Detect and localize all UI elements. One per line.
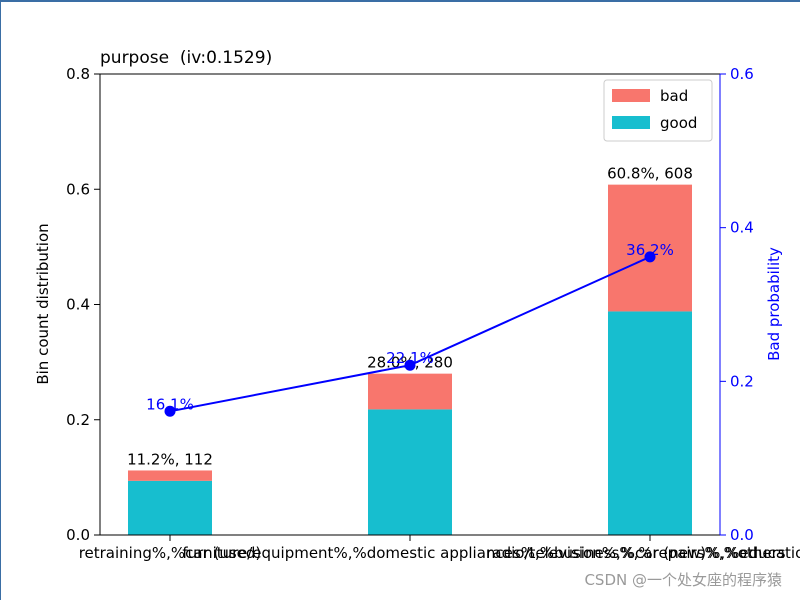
legend-bad-label: bad: [660, 87, 688, 105]
bar-good-1: [368, 409, 452, 535]
bar-good-2: [608, 311, 692, 535]
bar-bad-2: [608, 184, 692, 312]
bad-probability-label-0: 16.1%: [146, 395, 194, 413]
y-tick-label-4: 0.8: [66, 65, 90, 83]
line-layer: 16.1% 22.1% 36.2%: [146, 241, 674, 417]
bad-probability-label-2: 36.2%: [626, 241, 674, 259]
window-top-border: [0, 0, 800, 2]
legend-good-swatch: [612, 116, 650, 129]
axes-layer: 0.0 0.2 0.4 0.6 0.8 0.0 0.2 0.4 0.6 retraining%,%…: [66, 65, 800, 562]
y-tick-label-0: 0.0: [66, 526, 90, 544]
bad-probability-label-1: 22.1%: [386, 349, 434, 367]
y2-axis-label: Bad probability: [765, 247, 783, 361]
legend: bad good: [603, 79, 713, 142]
chart-title: purpose (iv:0.1529): [100, 48, 272, 68]
bad-probability-point-0: [164, 405, 176, 417]
x-tick-label-0: retraining%,%car (used): [79, 544, 262, 562]
y2-tick-label-2: 0.4: [730, 219, 754, 237]
y-tick-label-1: 0.2: [66, 411, 90, 429]
y2-tick-label-0: 0.0: [730, 526, 754, 544]
x-tick-label-2: radio/television%,%car (new)%,%education: [486, 544, 800, 562]
bad-probability-point-2: [644, 251, 656, 263]
bar-bad-1: [368, 373, 452, 410]
y2-tick-label-3: 0.6: [730, 65, 754, 83]
bad-probability-point-1: [404, 359, 416, 371]
legend-bad-swatch: [612, 89, 650, 102]
window-left-border: [0, 0, 1, 600]
bar-label-2: 60.8%, 608: [607, 165, 693, 183]
y2-tick-label-1: 0.2: [730, 372, 754, 390]
y-tick-label-2: 0.4: [66, 296, 90, 314]
bar-label-0: 11.2%, 112: [127, 450, 213, 468]
bar-bad-0: [128, 470, 212, 481]
y-axis-label: Bin count distribution: [34, 223, 52, 384]
bar-good-0: [128, 480, 212, 535]
y-tick-label-3: 0.6: [66, 180, 90, 198]
legend-good-label: good: [660, 114, 697, 132]
watermark: CSDN @一个处女座的程序猿: [584, 571, 782, 589]
x-tick-label-1: furniture/equipment%,%domestic appliance…: [182, 544, 785, 562]
